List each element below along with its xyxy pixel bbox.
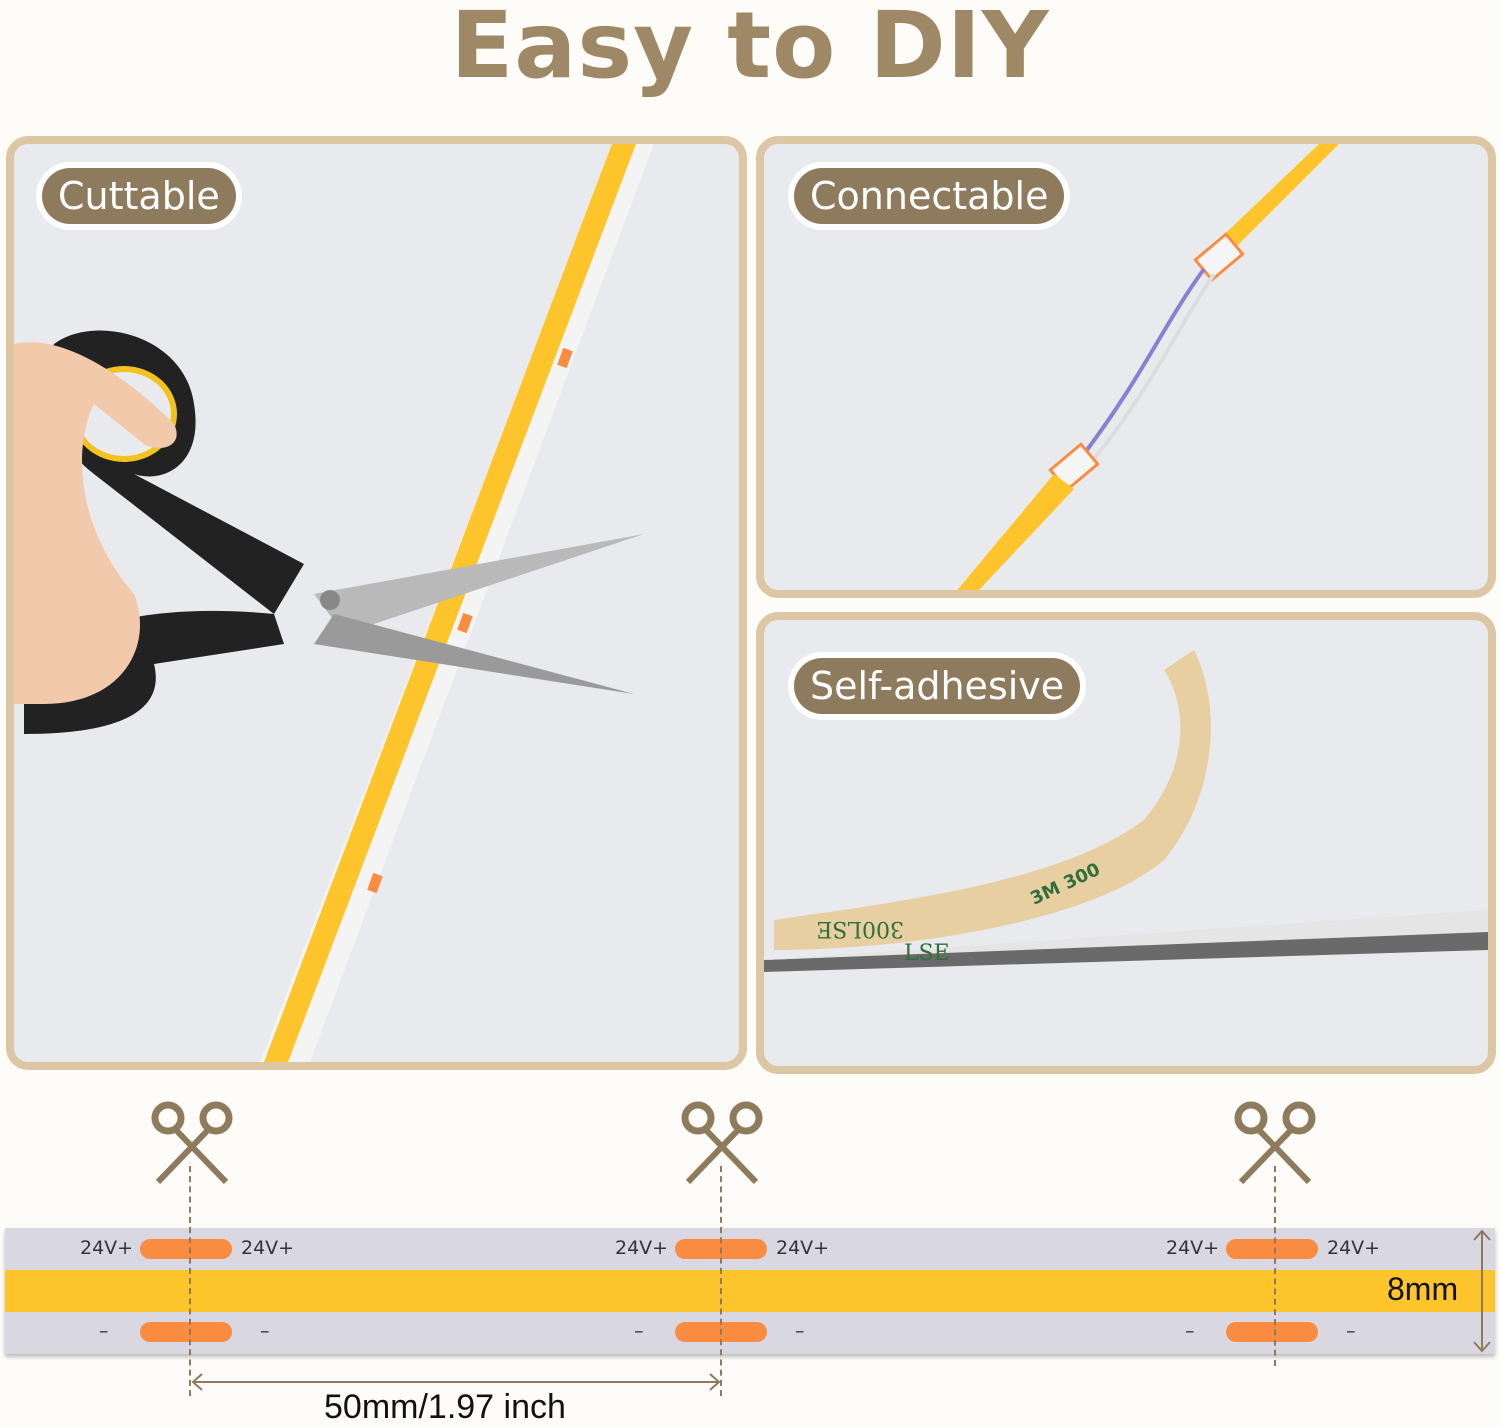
cut-line: [1274, 1166, 1276, 1366]
connectable-badge: Connectable: [794, 168, 1065, 224]
negative-label: –: [99, 1320, 109, 1342]
cut-line: [720, 1166, 722, 1396]
positive-label: 24V+: [241, 1237, 295, 1259]
led-strip-diagram: 24V+ 24V+ 24V+ 24V+ 24V+ 24V+ – – – – – …: [5, 1228, 1495, 1354]
solder-pad: [1226, 1322, 1318, 1342]
tape-print-c: LSE: [904, 941, 950, 966]
cuttable-panel: Cuttable: [6, 136, 747, 1070]
self-adhesive-badge: Self-adhesive: [794, 658, 1081, 714]
cuttable-badge: Cuttable: [42, 168, 236, 224]
solder-pad: [1226, 1239, 1318, 1259]
negative-label: –: [634, 1320, 644, 1342]
connector-strip-photo: [957, 144, 1339, 590]
negative-label: –: [1346, 1320, 1356, 1342]
scissors-cutting-strip-photo: [14, 144, 654, 1062]
self-adhesive-panel: 300LSE 3M 300 LSE Self-adhesive: [756, 612, 1496, 1074]
cut-line: [189, 1166, 191, 1396]
led-band: [5, 1270, 1495, 1312]
scissors-icon: [150, 1100, 234, 1184]
positive-label: 24V+: [80, 1237, 134, 1259]
positive-label: 24V+: [615, 1237, 669, 1259]
spacing-label: 50mm/1.97 inch: [324, 1388, 566, 1426]
solder-pad: [140, 1239, 232, 1259]
spacing-arrow: [191, 1373, 721, 1391]
negative-label: –: [795, 1320, 805, 1342]
width-label: 8mm: [1387, 1271, 1459, 1307]
scissors-icon: [680, 1100, 764, 1184]
solder-pad: [140, 1322, 232, 1342]
positive-label: 24V+: [1166, 1237, 1220, 1259]
negative-label: –: [260, 1320, 270, 1342]
negative-label: –: [1185, 1320, 1195, 1342]
positive-label: 24V+: [1327, 1237, 1381, 1259]
positive-label: 24V+: [776, 1237, 830, 1259]
width-arrow: [1473, 1229, 1491, 1353]
page-title: Easy to DIY: [450, 0, 1050, 99]
connectable-panel: Connectable: [756, 136, 1496, 598]
tape-print-b: 300LSE: [816, 916, 904, 941]
adhesive-tape-photo: 300LSE 3M 300 LSE: [764, 650, 1488, 972]
